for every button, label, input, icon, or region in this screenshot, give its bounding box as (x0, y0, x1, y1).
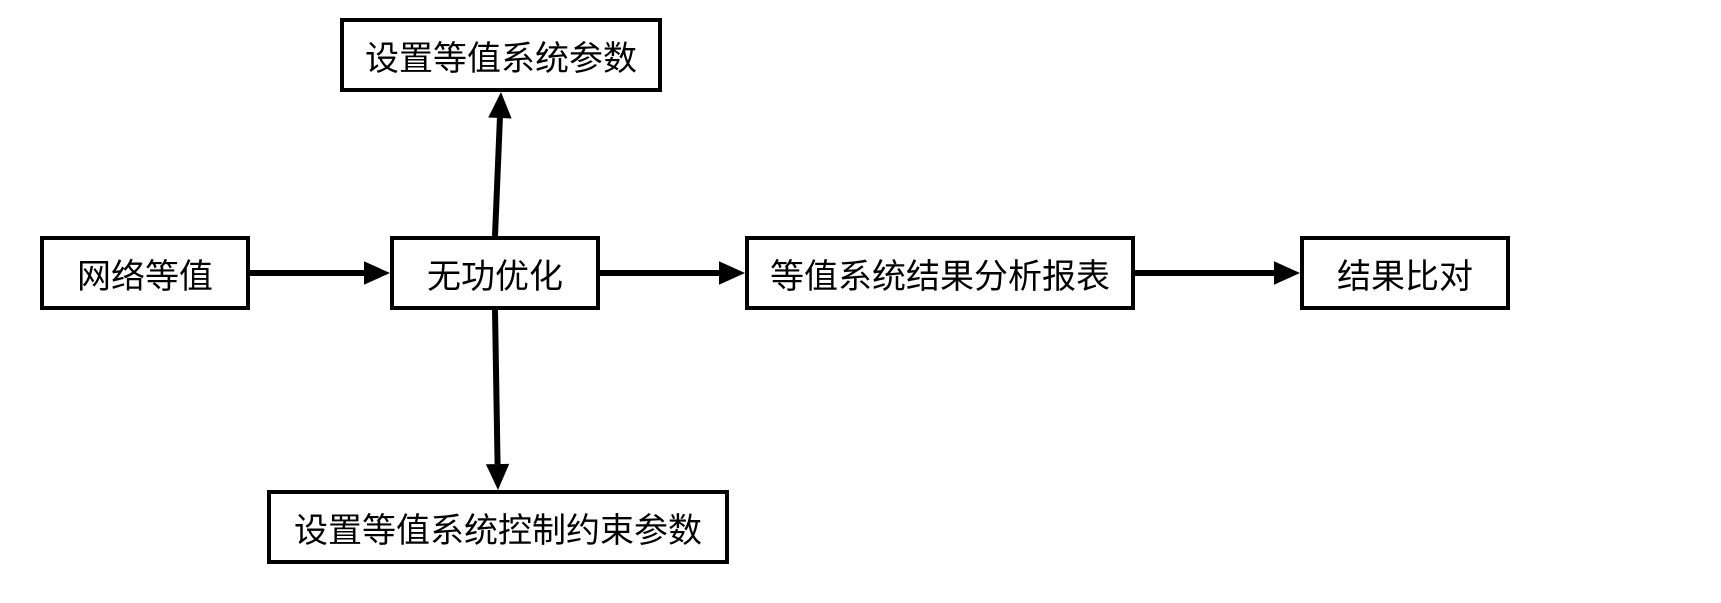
arrowhead-e3 (486, 464, 509, 490)
node-analysis-report: 等值系统结果分析报表 (745, 236, 1135, 310)
node-label: 设置等值系统参数 (365, 31, 637, 80)
edge-e2 (495, 118, 500, 236)
node-label: 等值系统结果分析报表 (770, 249, 1110, 298)
arrowhead-e5 (1274, 261, 1300, 284)
arrowhead-e4 (719, 261, 745, 284)
node-set-control-constraints: 设置等值系统控制约束参数 (267, 490, 729, 564)
node-result-compare: 结果比对 (1300, 236, 1510, 310)
edge-e3 (495, 310, 498, 464)
arrowhead-e2 (488, 92, 511, 118)
node-network-equivalent: 网络等值 (40, 236, 250, 310)
node-reactive-optimization: 无功优化 (390, 236, 600, 310)
node-label: 设置等值系统控制约束参数 (294, 503, 702, 552)
node-label: 无功优化 (427, 249, 563, 298)
arrowhead-e1 (364, 261, 390, 284)
node-label: 结果比对 (1337, 249, 1473, 298)
node-set-equivalent-params: 设置等值系统参数 (340, 18, 662, 92)
node-label: 网络等值 (77, 249, 213, 298)
